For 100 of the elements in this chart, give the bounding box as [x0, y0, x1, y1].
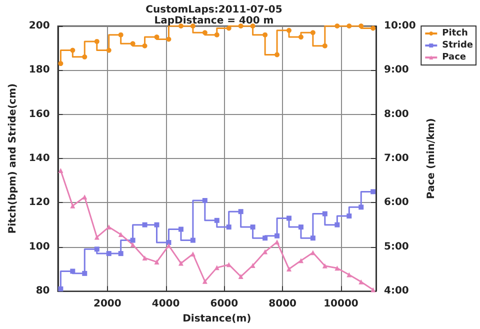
point: [94, 234, 100, 240]
y2-tick-label: 6:00: [384, 197, 409, 208]
point: [286, 266, 292, 272]
point: [214, 218, 220, 223]
point: [106, 48, 112, 53]
y2-axis-title: Pace (min/km): [426, 118, 438, 199]
point: [178, 226, 184, 232]
point: [142, 43, 148, 48]
x-tick-label: 6000: [210, 298, 238, 310]
point: [298, 34, 304, 40]
chart-subtitle: LapDistance = 400 m: [154, 16, 274, 26]
point: [250, 224, 256, 230]
point: [154, 34, 160, 40]
point: [130, 41, 136, 46]
point: [202, 30, 208, 36]
point: [58, 286, 64, 292]
y-tick-label: 180: [28, 64, 50, 76]
point: [322, 263, 328, 268]
point: [298, 258, 304, 264]
point: [214, 265, 220, 270]
y2-tick-label: 9:00: [384, 64, 409, 76]
point: [334, 24, 340, 28]
point: [262, 32, 268, 38]
point: [58, 168, 64, 173]
point: [118, 32, 124, 38]
point: [286, 216, 292, 221]
x-tick-label: 8000: [268, 298, 297, 310]
point: [358, 24, 364, 28]
point: [58, 61, 64, 66]
point: [118, 251, 124, 256]
point: [250, 24, 256, 28]
point: [262, 236, 268, 241]
point: [238, 24, 244, 28]
point: [202, 278, 208, 284]
y2-tick-label: 7:00: [384, 153, 409, 164]
point: [238, 274, 244, 280]
point: [82, 194, 88, 200]
y2-tick-label: 5:00: [384, 241, 409, 252]
point: [154, 222, 160, 228]
point: [286, 28, 292, 33]
point: [94, 246, 100, 252]
point: [142, 255, 148, 260]
legend-label: Stride: [442, 40, 474, 50]
point: [70, 203, 76, 208]
point: [70, 48, 76, 53]
point: [322, 211, 328, 216]
legend-label: Pace: [442, 52, 466, 62]
point: [358, 204, 364, 210]
point: [190, 238, 196, 243]
point: [82, 270, 88, 276]
x-tick-label: 2000: [93, 298, 122, 310]
point: [358, 279, 364, 284]
point: [238, 209, 244, 214]
point: [166, 36, 172, 42]
point: [298, 224, 304, 230]
y-tick-label: 140: [28, 153, 50, 164]
y-tick-label: 100: [28, 241, 50, 252]
point: [214, 32, 220, 38]
point: [70, 268, 76, 274]
y2-tick-label: 4:00: [384, 286, 409, 297]
point: [262, 249, 268, 254]
point: [142, 222, 148, 228]
point: [346, 24, 352, 28]
point: [334, 222, 340, 228]
point: [322, 43, 328, 48]
point: [346, 272, 352, 278]
point: [334, 266, 340, 271]
point: [202, 198, 208, 204]
point: [370, 189, 376, 194]
y-tick-label: 80: [36, 286, 50, 297]
point: [370, 287, 376, 292]
point: [106, 251, 112, 256]
point: [346, 213, 352, 218]
point: [310, 30, 316, 36]
y-tick-label: 200: [28, 20, 50, 32]
point: [130, 238, 136, 243]
y-tick-label: 120: [28, 197, 50, 208]
x-axis-title: Distance(m): [182, 314, 252, 324]
point: [94, 38, 100, 44]
point: [166, 240, 172, 245]
point: [310, 236, 316, 241]
y2-tick-label: 10:00: [384, 20, 416, 32]
point: [226, 224, 232, 230]
x-tick-label: 4000: [152, 298, 180, 310]
chart-title: CustomLaps:2011-07-05: [146, 4, 282, 16]
point: [82, 54, 88, 60]
point: [130, 242, 136, 248]
point: [226, 26, 232, 31]
point: [154, 259, 160, 264]
x-tick-label: 10000: [324, 298, 358, 310]
y-tick-label: 160: [28, 108, 50, 120]
point: [310, 250, 316, 256]
point: [274, 240, 280, 245]
point: [178, 260, 184, 266]
point: [274, 233, 280, 238]
y-axis-title: Pitch(bpm) and Stride(cm): [8, 83, 18, 234]
y2-tick-label: 8:00: [384, 108, 409, 120]
legend-label: Pitch: [442, 28, 468, 38]
point: [274, 52, 280, 58]
point: [166, 243, 172, 248]
